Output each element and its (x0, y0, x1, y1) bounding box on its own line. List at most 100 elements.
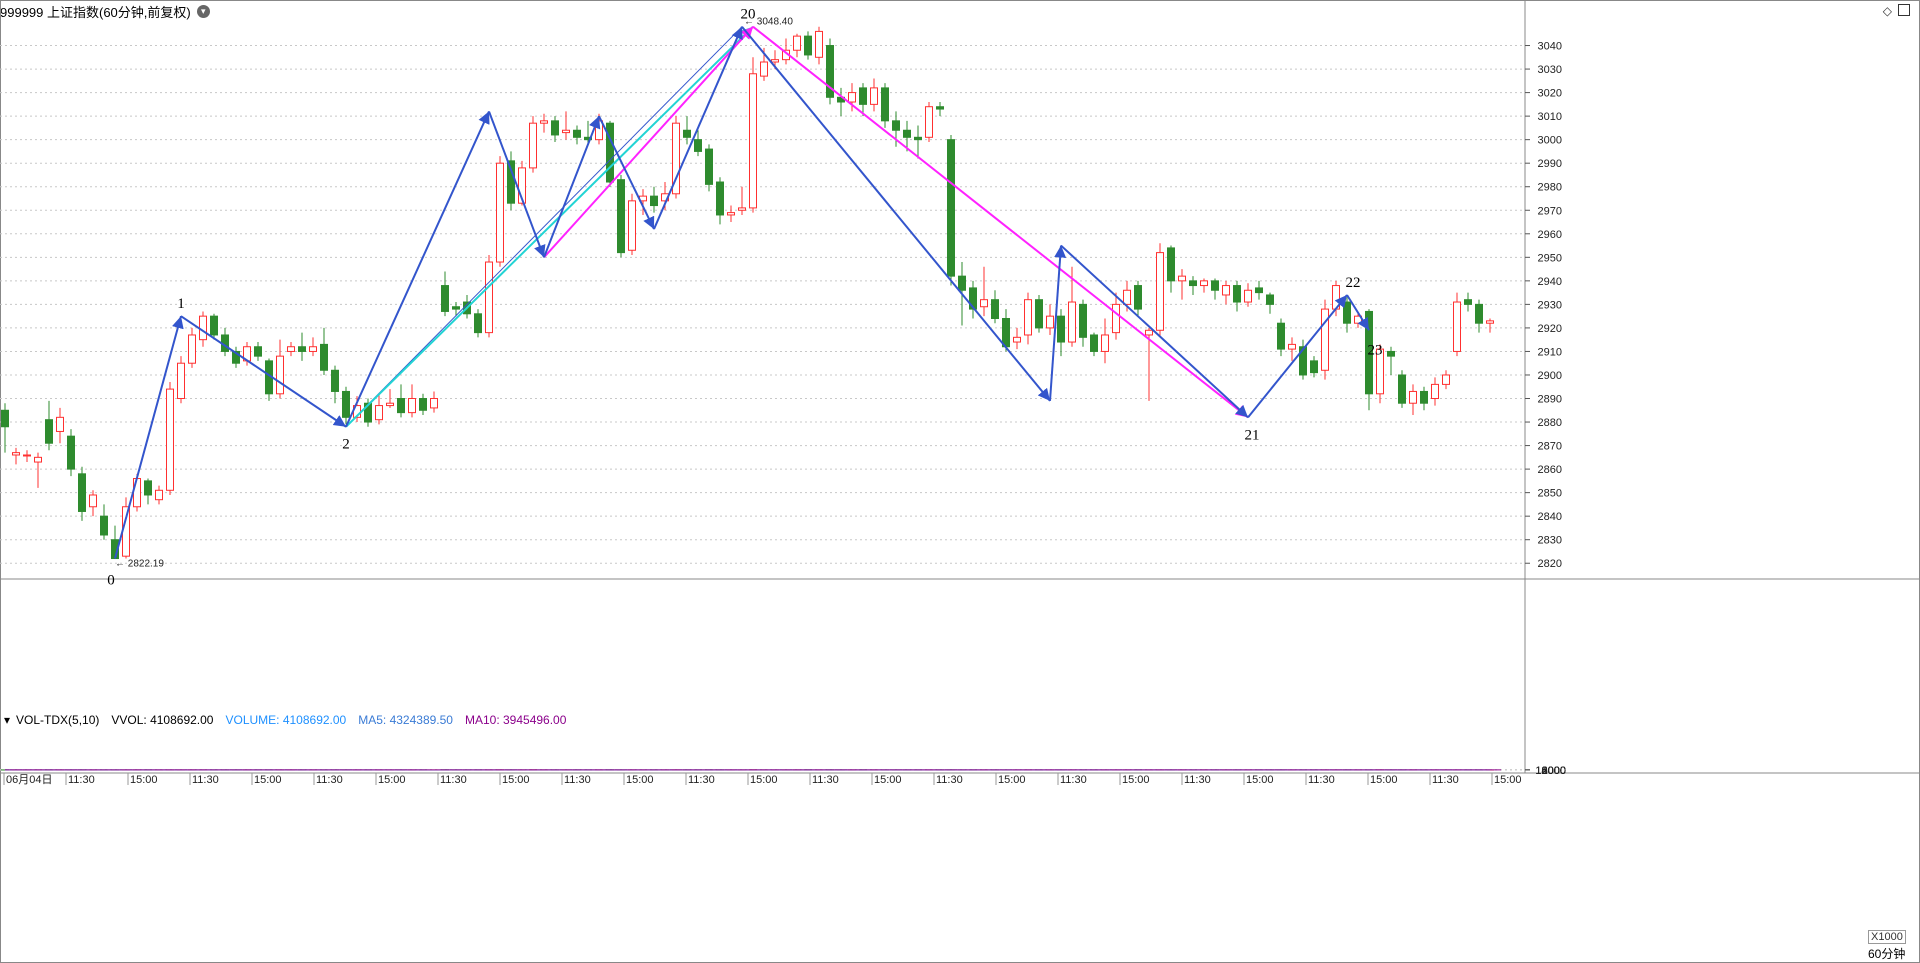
x-tick-label: 11:30 (564, 774, 591, 786)
x-tick-label: 15:00 (626, 774, 654, 786)
candle-body (727, 212, 735, 216)
candle-body (1288, 343, 1296, 350)
volume-tick-label: 8000 (1542, 765, 1566, 777)
candle-body (903, 129, 911, 138)
candle-body (342, 390, 350, 418)
candle-body (210, 315, 218, 336)
candle-body (441, 285, 449, 312)
candle-body (100, 515, 108, 536)
x-tick-label: 11:30 (316, 774, 343, 786)
price-tick-label: 2920 (1538, 323, 1562, 335)
candle-body (287, 346, 295, 352)
candle-body (1376, 348, 1384, 395)
candle-body (177, 362, 185, 400)
candle-body (1486, 320, 1494, 324)
candle-body (309, 346, 317, 352)
candle-body (870, 87, 878, 105)
candle-body (386, 402, 394, 407)
x-tick-label: 15:00 (130, 774, 158, 786)
x-tick-label: 15:00 (750, 774, 778, 786)
price-tick-label: 2860 (1538, 464, 1562, 476)
candle-body (133, 478, 141, 508)
candle-body (1409, 390, 1417, 404)
candle-body (1464, 299, 1472, 305)
candle-body (969, 287, 977, 310)
candle-body (452, 306, 460, 310)
candle-body (1475, 303, 1483, 324)
candle-body (1123, 289, 1131, 305)
low-price-label: ← 2822.19 (115, 559, 164, 570)
high-price-label: ← 3048.40 (744, 17, 793, 28)
chevron-down-icon[interactable]: ▾ (4, 713, 11, 727)
candle-body (298, 346, 306, 352)
candle-body (419, 398, 427, 411)
volume-value: VOLUME: 4108692.00 (225, 713, 347, 727)
candles-group (1, 26, 1494, 560)
period-label[interactable]: 60分钟 (1868, 947, 1906, 961)
candle-body (1002, 318, 1010, 348)
x-tick-label: 15:00 (502, 774, 530, 786)
candle-body (1101, 334, 1109, 352)
volume-tick-label: 10000 (1535, 765, 1566, 777)
candle-body (1365, 310, 1373, 395)
candle-body (199, 315, 207, 341)
candle-body (474, 313, 482, 334)
candle-body (947, 139, 955, 277)
x-tick-label: 11:30 (440, 774, 467, 786)
x-tick-label: 15:00 (378, 774, 406, 786)
candle-body (1024, 299, 1032, 336)
price-tick-label: 2910 (1538, 346, 1562, 358)
candle-body (89, 494, 97, 508)
candle-body (155, 489, 163, 501)
price-tick-label: 2850 (1538, 488, 1562, 500)
wave-blue (1060, 244, 1249, 419)
candle-body (518, 167, 526, 204)
x-tick-label: 06月04日 (6, 774, 52, 786)
candle-body (254, 346, 262, 357)
price-tick-label: 3010 (1538, 111, 1562, 123)
candle-body (1178, 275, 1186, 282)
candle-body (617, 179, 625, 254)
wave-label: 20 (741, 7, 756, 23)
candle-body (573, 129, 581, 138)
candle-body (1453, 301, 1461, 352)
candle-body (1266, 294, 1274, 305)
x-tick-label: 15:00 (874, 774, 902, 786)
volume-tick-label: 4000 (1542, 765, 1566, 777)
candle-body (56, 416, 64, 432)
panel-toggle-icon[interactable] (1898, 4, 1910, 16)
price-tick-label: 3000 (1538, 135, 1562, 147)
candle-body (1255, 287, 1263, 294)
candle-body (540, 120, 548, 124)
wave-label: 21 (1245, 427, 1260, 443)
volume-indicator-name: VOL-TDX(5,10) (16, 713, 100, 727)
candle-body (738, 207, 746, 211)
candle-body (1387, 350, 1395, 357)
candle-body (1420, 390, 1428, 404)
candle-body (375, 405, 383, 421)
candle-body (1398, 374, 1406, 404)
candle-body (1222, 285, 1230, 296)
candle-body (397, 398, 405, 414)
candle-body (45, 419, 53, 444)
diamond-icon[interactable]: ◇ (1882, 4, 1892, 18)
candle-body (1046, 315, 1054, 329)
candle-body (584, 136, 592, 141)
candle-body (12, 452, 20, 456)
candle-body (430, 398, 438, 409)
wave-blue (543, 115, 601, 258)
chevron-down-icon[interactable]: ▾ (196, 4, 210, 18)
candle-body (716, 181, 724, 216)
candle-body (67, 435, 75, 470)
candle-body (485, 261, 493, 334)
wave-blue (598, 115, 655, 230)
candle-body (562, 129, 570, 134)
ma5-value: MA5: 4324389.50 (358, 713, 453, 727)
candle-body (1145, 329, 1153, 336)
candle-body (1189, 280, 1197, 287)
candle-body (991, 299, 999, 320)
wave-blue-thin (345, 26, 743, 428)
price-tick-label: 2870 (1538, 441, 1562, 453)
candle-body (1057, 315, 1065, 343)
